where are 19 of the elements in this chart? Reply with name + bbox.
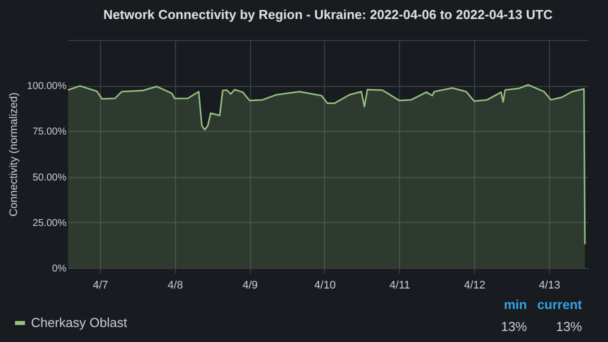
x-tick-label: 4/12 bbox=[464, 280, 486, 292]
y-tick-label: 25.00% bbox=[32, 218, 67, 229]
x-tick-label: 4/8 bbox=[168, 280, 183, 292]
y-tick-label: 75.00% bbox=[32, 126, 67, 138]
x-tick-label: 4/9 bbox=[242, 280, 258, 292]
x-tick-label: 4/10 bbox=[314, 280, 336, 292]
y-tick-label: 100.00% bbox=[27, 81, 67, 92]
legend-label: Cherkasy Oblast bbox=[31, 315, 128, 330]
chart-title: Network Connectivity by Region - Ukraine: 2022-04-06 to 2022-04-13 UTC bbox=[103, 7, 554, 22]
y-tick-label: 0% bbox=[52, 264, 67, 274]
text: min bbox=[504, 297, 528, 312]
y-tick-label: 50.00% bbox=[32, 172, 67, 184]
text: 13% bbox=[556, 319, 582, 334]
text: 13% bbox=[500, 319, 528, 334]
x-tick-label: 4/11 bbox=[390, 280, 410, 292]
x-tick-label: 4/13 bbox=[538, 280, 560, 292]
text: current bbox=[537, 297, 583, 312]
y-axis-title: Connectivity (normalized) bbox=[8, 92, 20, 217]
x-tick-label: 4/7 bbox=[92, 280, 108, 292]
